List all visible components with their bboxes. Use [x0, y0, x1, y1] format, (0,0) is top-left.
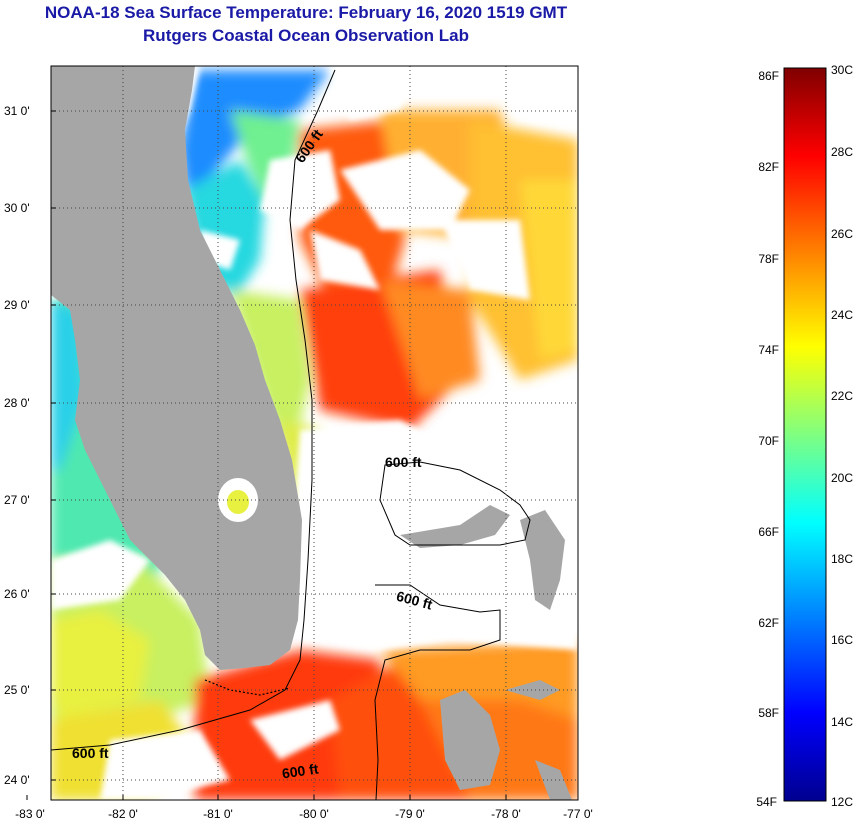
- land-grand-bahama: [400, 505, 510, 548]
- land-andros: [440, 690, 500, 790]
- colorbar-c-label: 12C: [831, 795, 853, 809]
- lon-label: -78 0': [491, 807, 521, 821]
- map-panel: 600 ft 600 ft 600 ft 600 ft 600 ft: [51, 66, 578, 800]
- colorbar-c-label: 16C: [831, 633, 853, 647]
- lon-label: -79 0': [395, 807, 425, 821]
- colorbar-f-label: 66F: [758, 525, 779, 539]
- lon-label: -82 0': [108, 807, 138, 821]
- lat-label: 29 0': [4, 298, 30, 312]
- lat-label: 28 0': [4, 396, 30, 410]
- land-exuma: [535, 760, 572, 800]
- map-title: NOAA-18 Sea Surface Temperature: Februar…: [44, 3, 568, 22]
- lat-label: 24 0': [4, 773, 30, 787]
- florida-keys: [204, 679, 291, 696]
- colorbar-f-label: 74F: [758, 343, 779, 357]
- colorbar-f-label: 58F: [758, 706, 779, 720]
- colorbar-f-label: 62F: [758, 616, 779, 630]
- contour-label-bahamas-north: 600 ft: [385, 454, 422, 470]
- lon-label: -83 0': [15, 807, 45, 821]
- land-abaco: [520, 510, 565, 610]
- lat-label: 25 0': [4, 683, 30, 697]
- contour-label-south: 600 ft: [281, 760, 320, 781]
- lon-label: -80 0': [299, 807, 329, 821]
- colorbar-gradient: [783, 67, 827, 802]
- colorbar-c-label: 26C: [831, 227, 853, 241]
- colorbar-c-label: 28C: [831, 145, 853, 159]
- colorbar-f-label: 54F: [756, 795, 777, 809]
- temperature-colorbar: 86F 82F 78F 74F 70F 66F 62F 58F 54F 30C …: [756, 63, 853, 809]
- lat-label: 27 0': [4, 493, 30, 507]
- colorbar-c-label: 22C: [831, 389, 853, 403]
- colorbar-f-label: 78F: [758, 252, 779, 266]
- colorbar-c-label: 24C: [831, 308, 853, 322]
- colorbar-c-label: 20C: [831, 471, 853, 485]
- contour-label-keys: 600 ft: [72, 745, 109, 761]
- lon-label: -81 0': [203, 807, 233, 821]
- lon-label: -77 0': [563, 807, 593, 821]
- colorbar-f-label: 70F: [758, 434, 779, 448]
- lat-label: 26 0': [4, 587, 30, 601]
- colorbar-c-label: 30C: [831, 63, 853, 77]
- lake-okeechobee: [218, 478, 258, 522]
- lat-label: 30 0': [4, 201, 30, 215]
- map-subtitle: Rutgers Coastal Ocean Observation Lab: [143, 26, 469, 45]
- land-eleuthera: [505, 680, 560, 700]
- colorbar-c-label: 14C: [831, 715, 853, 729]
- colorbar-f-label: 82F: [758, 160, 779, 174]
- isobath-600ft: [51, 69, 531, 800]
- colorbar-f-label: 86F: [758, 69, 779, 83]
- lat-label: 31 0': [4, 104, 30, 118]
- colorbar-c-label: 18C: [831, 552, 853, 566]
- axis-ticks: [26, 110, 507, 800]
